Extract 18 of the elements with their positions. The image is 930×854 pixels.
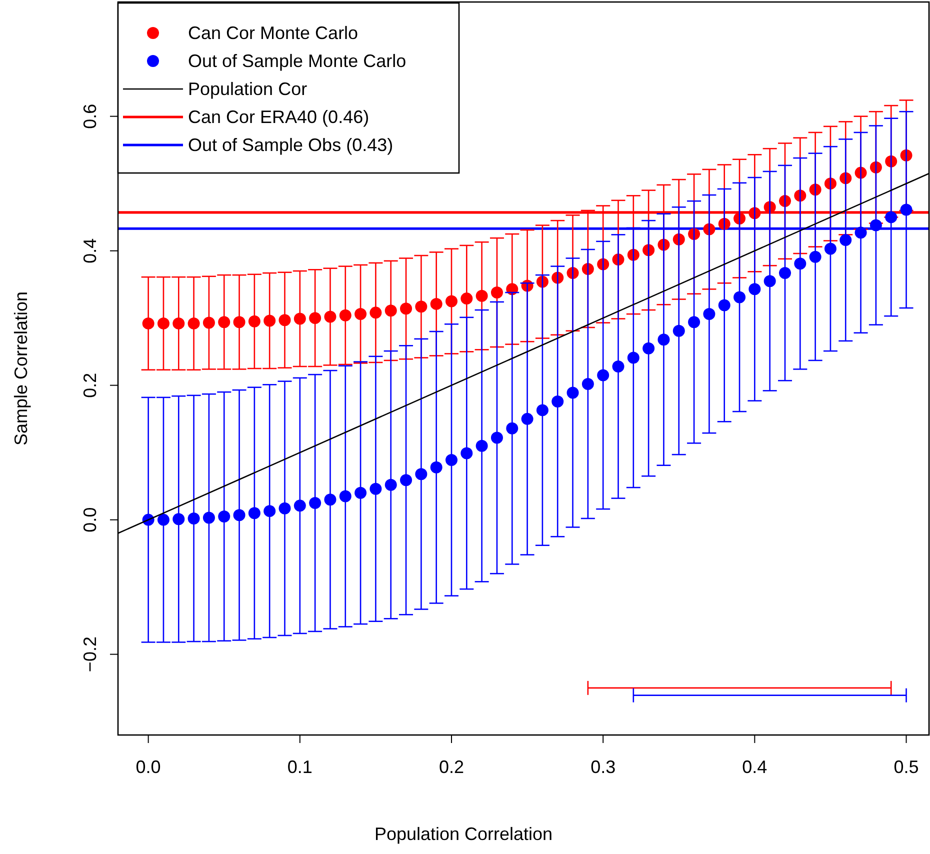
- x-tick-label: 0.0: [136, 757, 161, 777]
- legend-label: Out of Sample Monte Carlo: [188, 51, 406, 71]
- y-tick-label: −0.2: [80, 636, 100, 672]
- x-tick-label: 0.2: [438, 757, 464, 777]
- x-tick-label: 0.5: [894, 757, 919, 777]
- legend-label: Out of Sample Obs (0.43): [188, 135, 394, 155]
- x-tick-label: 0.3: [590, 757, 616, 777]
- y-tick-label: 0.4: [80, 238, 100, 264]
- y-tick-label: 0.2: [80, 372, 100, 398]
- y-axis-title: Sample Correlation: [11, 291, 31, 446]
- x-tick-label: 0.4: [742, 757, 768, 777]
- legend-label: Can Cor ERA40 (0.46): [188, 107, 370, 127]
- y-tick-label: 0.6: [80, 104, 100, 129]
- legend-label: Can Cor Monte Carlo: [188, 23, 358, 43]
- x-tick-label: 0.1: [287, 757, 312, 777]
- legend-label: Population Cor: [188, 79, 308, 99]
- x-axis-title: Population Correlation: [374, 824, 553, 844]
- y-tick-label: 0.0: [80, 507, 100, 532]
